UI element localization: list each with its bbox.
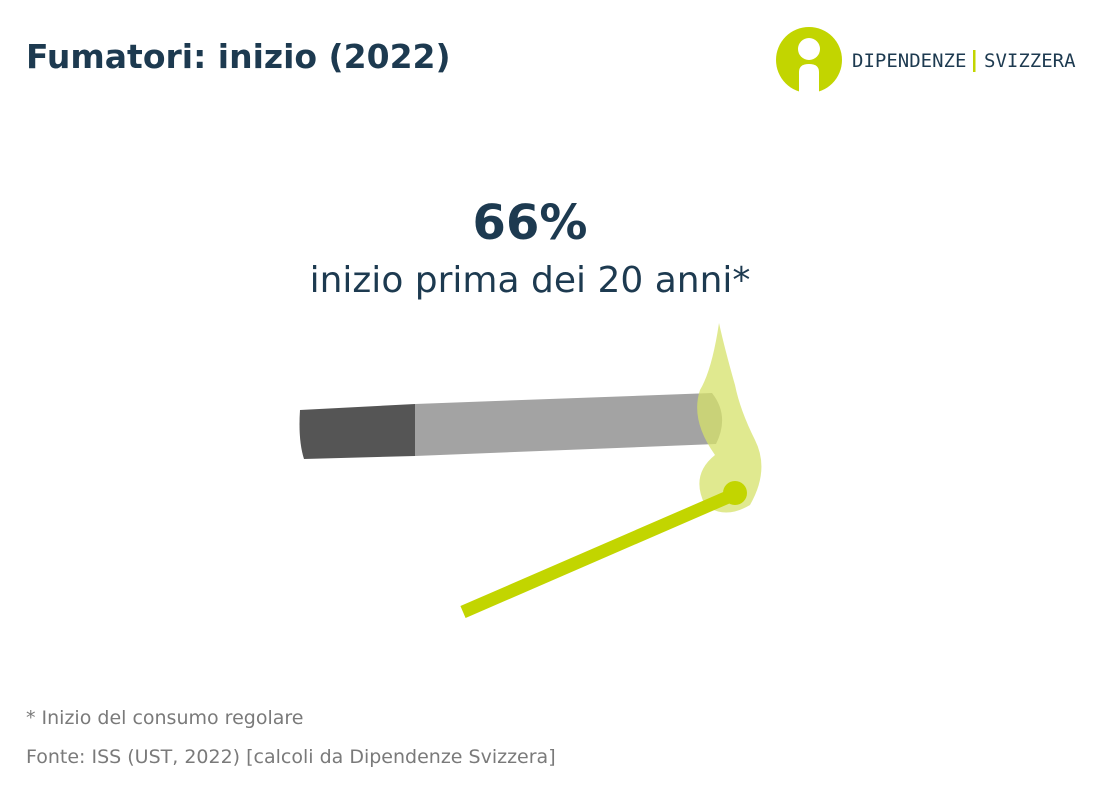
- logo-text-right: SVIZZERA: [984, 50, 1076, 72]
- title: Fumatori: inizio (2022): [26, 37, 451, 76]
- match-stick: [460, 488, 738, 618]
- logo-dot: [798, 38, 820, 60]
- match-head: [723, 481, 747, 505]
- logo-separator: [973, 50, 976, 72]
- logo-text-left: DIPENDENZE: [852, 50, 966, 72]
- cigarette-body: [415, 393, 723, 456]
- flame: [697, 323, 762, 513]
- illustration: [299, 323, 762, 618]
- logo: DIPENDENZE SVIZZERA: [776, 27, 1076, 93]
- stat-label: inizio prima dei 20 anni*: [310, 260, 751, 301]
- stat-value: 66%: [473, 195, 588, 251]
- cigarette-filter: [299, 404, 415, 459]
- logo-stem: [799, 64, 819, 93]
- footnote: * Inizio del consumo regolare: [26, 707, 303, 729]
- source: Fonte: ISS (UST, 2022) [calcoli da Dipen…: [26, 746, 556, 768]
